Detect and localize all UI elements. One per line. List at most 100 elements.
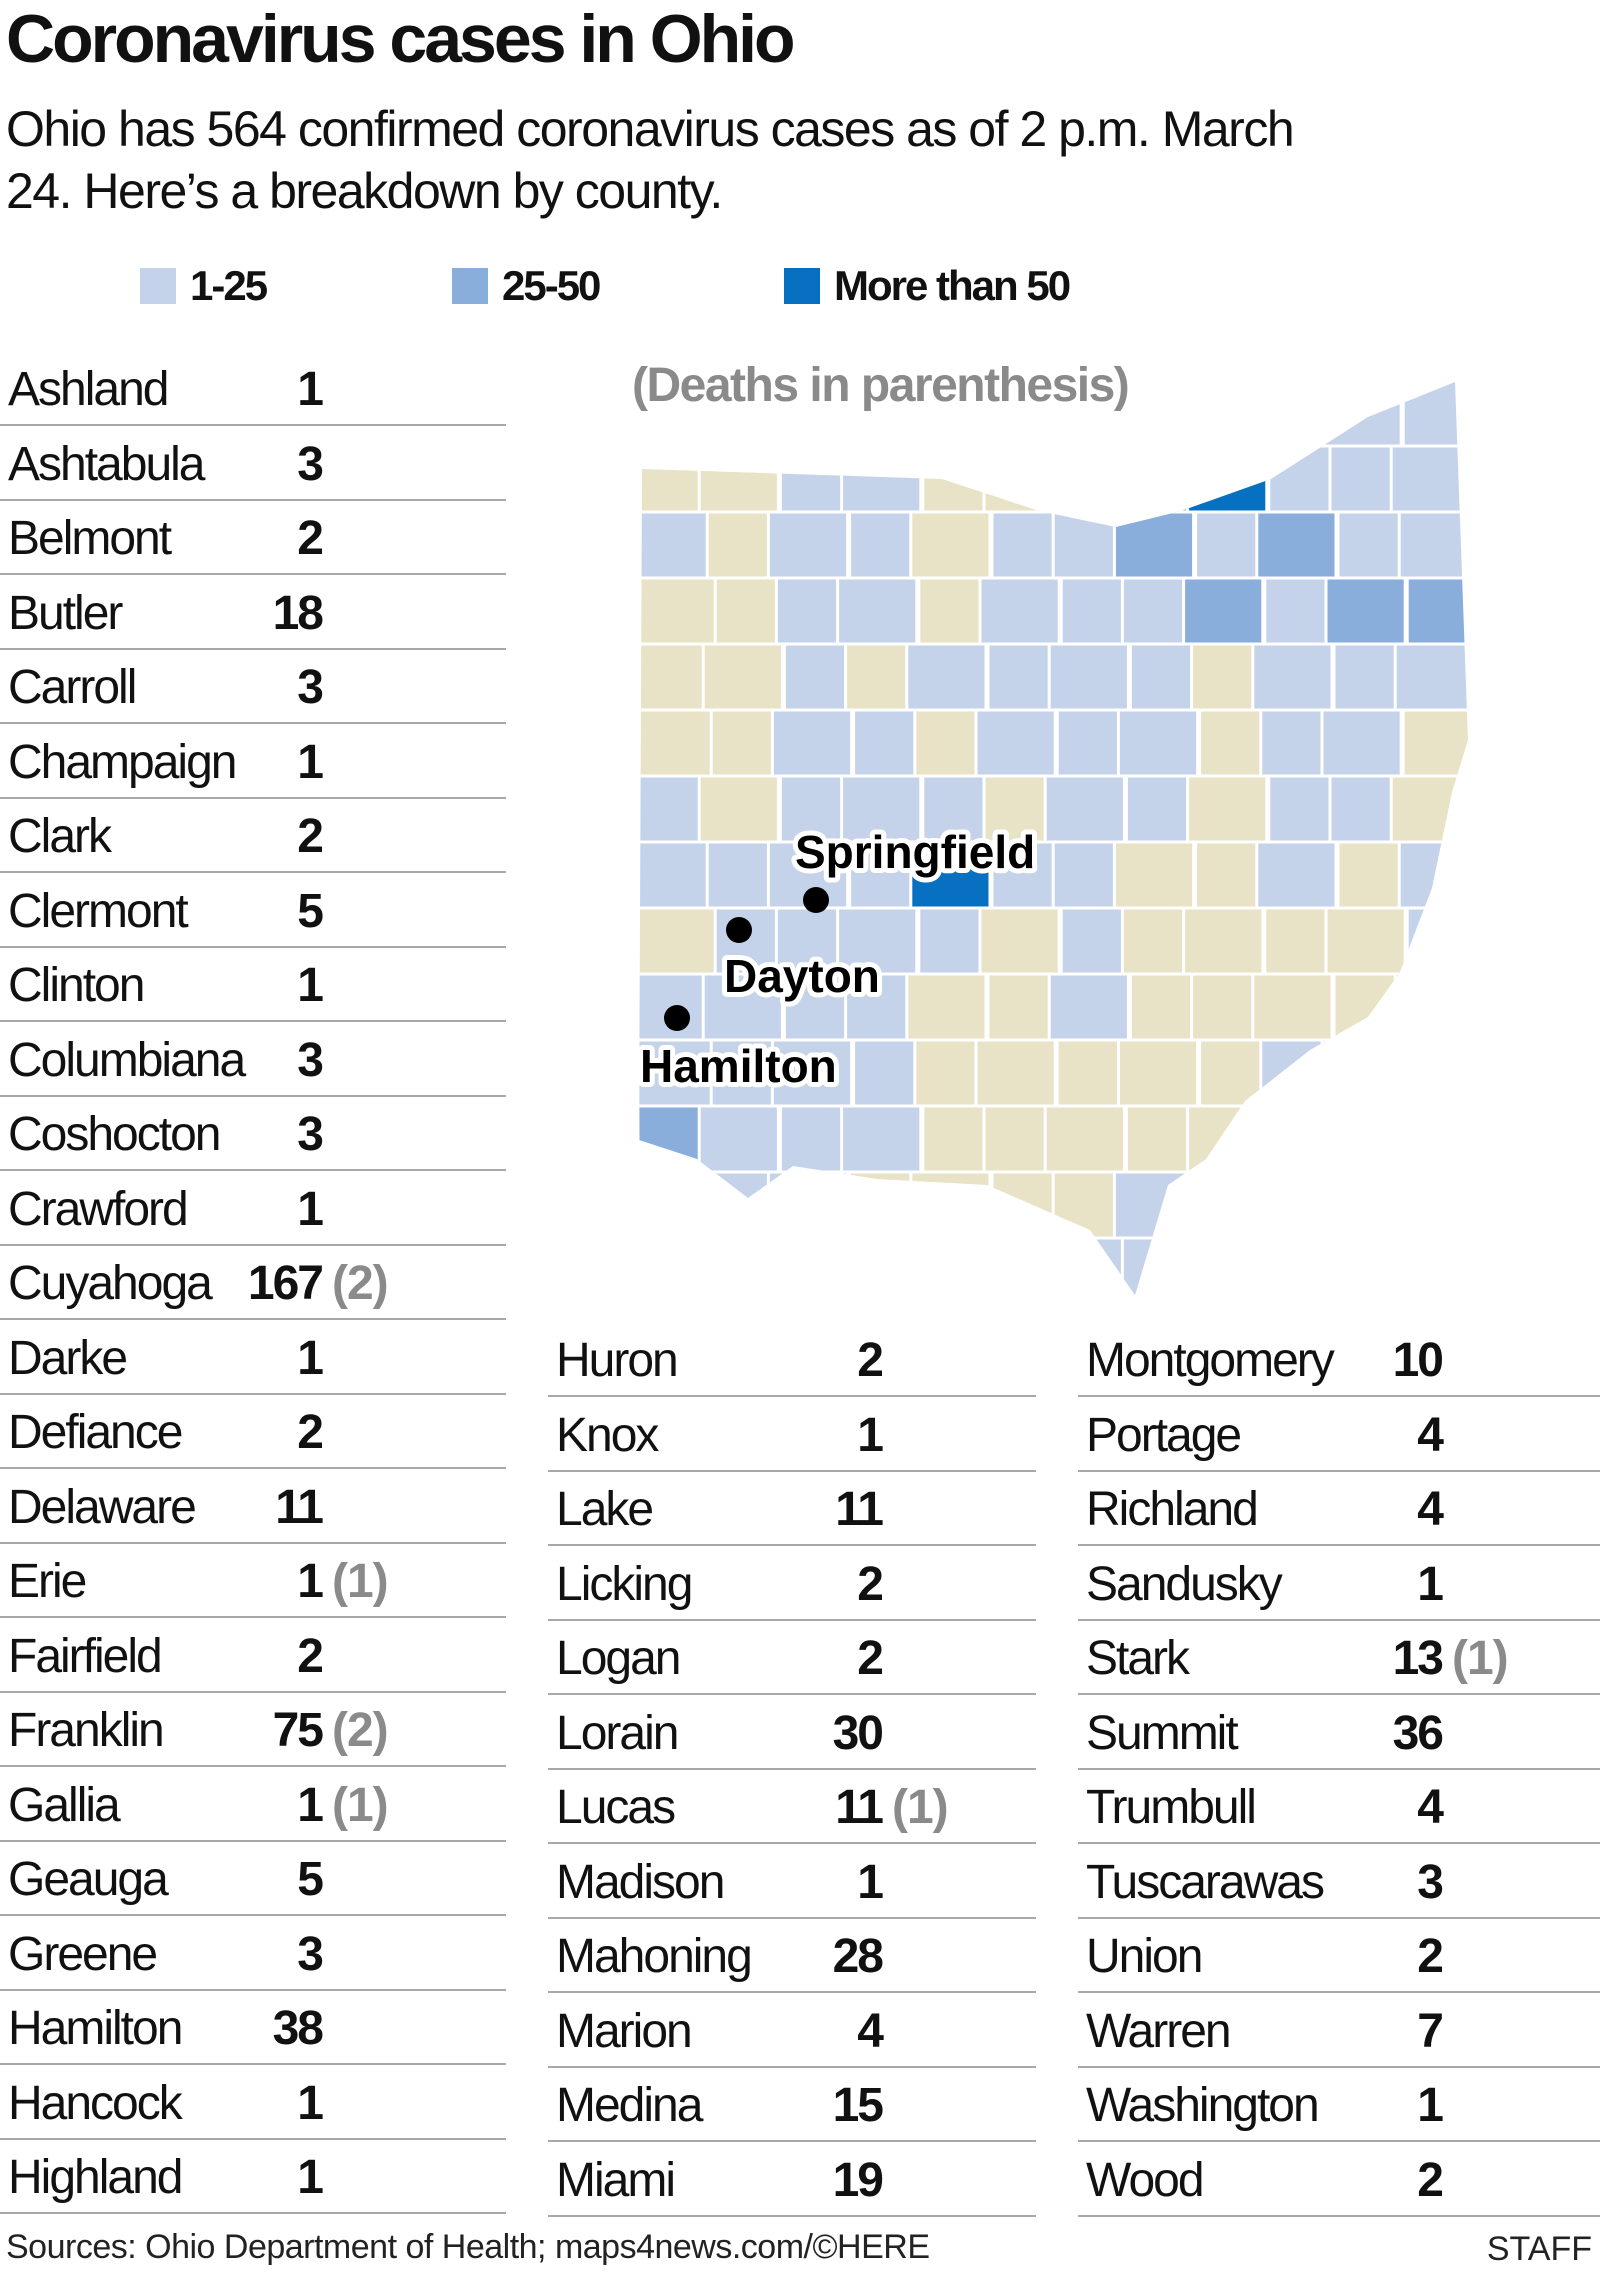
county-shape	[1324, 906, 1407, 976]
case-count: 1	[297, 1182, 324, 1236]
county-name: Fairfield	[8, 1629, 163, 1683]
county-shape	[1397, 1170, 1468, 1240]
county-name: Mahoning	[556, 1930, 753, 1983]
county-shape	[774, 1236, 858, 1295]
county-shape	[697, 1104, 780, 1174]
case-count: 3	[297, 1108, 324, 1161]
county-shape	[639, 708, 719, 778]
county-row: Belmont 2	[0, 501, 506, 575]
county-shape	[978, 1236, 1061, 1295]
case-count: 1	[297, 363, 324, 416]
county-shape	[1332, 972, 1415, 1042]
county-shape	[1124, 444, 1208, 514]
death-count: (1)	[332, 1555, 389, 1608]
county-shape	[713, 1236, 796, 1295]
case-count: 4	[1417, 1408, 1444, 1462]
county-row: Columbiana 3	[0, 1023, 506, 1097]
county-row: Lake 11	[548, 1472, 1036, 1546]
case-count: 2	[297, 1406, 324, 1459]
county-name: Tuscarawas	[1086, 1855, 1325, 1909]
city-label-springfield: Springfield	[795, 826, 1035, 878]
county-row: Clermont 5	[0, 874, 506, 948]
case-count: 5	[297, 1853, 324, 1906]
county-row: Champaign 1	[0, 725, 506, 799]
county-name: Huron	[556, 1334, 679, 1387]
county-shape	[1389, 1104, 1468, 1174]
case-count: 1	[297, 1555, 324, 1608]
county-shape	[705, 1170, 788, 1240]
case-count: 10	[1392, 1334, 1444, 1387]
case-count: 2	[857, 1334, 884, 1387]
county-name: Champaign	[8, 735, 237, 789]
county-name: Defiance	[8, 1406, 183, 1459]
county-row: Hamilton 38	[0, 1991, 506, 2065]
county-shape	[1182, 1236, 1265, 1295]
county-shape	[1259, 1038, 1342, 1108]
county-name: Clinton	[8, 959, 145, 1012]
county-name: Clark	[8, 810, 112, 863]
case-count: 3	[1417, 1855, 1444, 1909]
ohio-county-map: Springfield Dayton Hamilton	[639, 382, 1468, 1295]
death-count: (2)	[332, 1704, 389, 1757]
case-count: 13	[1392, 1632, 1444, 1685]
case-count: 2	[1417, 2153, 1444, 2207]
county-shape	[1255, 510, 1338, 580]
county-shape	[1401, 1038, 1468, 1108]
death-count: (1)	[1452, 1632, 1509, 1685]
county-shape	[978, 906, 1061, 976]
case-count: 1	[297, 2076, 324, 2130]
legend-item-more-than-50: More than 50	[784, 262, 1071, 310]
county-shape	[1043, 1104, 1126, 1174]
county-shape	[1259, 382, 1342, 448]
county-shape	[840, 1104, 923, 1174]
county-name: Delaware	[8, 1480, 197, 1534]
county-name: Washington	[1086, 2079, 1320, 2132]
county-shape	[1389, 774, 1468, 844]
county-row: Clinton 1	[0, 948, 506, 1022]
county-shape	[978, 576, 1061, 646]
legend-swatch	[784, 268, 820, 304]
case-count: 1	[857, 1408, 884, 1462]
county-shape	[1397, 840, 1468, 910]
county-row: Medina 15	[548, 2068, 1036, 2142]
case-count: 7	[1417, 2004, 1444, 2058]
county-row: Portage 4	[1078, 1398, 1600, 1472]
county-shape	[1320, 382, 1403, 448]
county-name: Cuyahoga	[8, 1257, 213, 1310]
county-shape	[905, 972, 988, 1042]
case-count: 38	[272, 2002, 324, 2055]
county-name: Crawford	[8, 1182, 189, 1236]
legend-swatch	[452, 268, 488, 304]
case-count: 1	[297, 1331, 324, 1385]
legend-item-1-25: 1-25	[140, 262, 268, 310]
legend-label: 25-50	[502, 262, 601, 309]
county-name: Richland	[1086, 1483, 1259, 1536]
county-name: Lucas	[556, 1781, 676, 1834]
county-shape	[639, 906, 719, 976]
county-row: Darke 1	[0, 1321, 506, 1395]
county-shape	[1336, 1170, 1419, 1240]
county-shape	[1194, 1170, 1277, 1240]
case-count: 2	[857, 1632, 884, 1685]
county-name: Licking	[556, 1557, 693, 1611]
case-count: 2	[297, 810, 324, 863]
county-row: Licking 2	[548, 1547, 1036, 1621]
county-name: Stark	[1086, 1632, 1190, 1685]
county-shape	[840, 444, 923, 514]
county-row: Highland 1	[0, 2140, 506, 2214]
case-count: 30	[832, 1706, 884, 1760]
county-shape	[639, 1236, 719, 1295]
county-name: Montgomery	[1086, 1334, 1335, 1387]
city-label-hamilton: Hamilton	[640, 1040, 837, 1092]
county-name: Summit	[1086, 1706, 1239, 1760]
county-shape	[1393, 972, 1468, 1042]
case-count: 4	[1417, 1483, 1444, 1536]
county-row: Trumbull 4	[1078, 1770, 1600, 1844]
legend-item-25-50: 25-50	[452, 262, 601, 310]
county-row: Warren 7	[1078, 1994, 1600, 2068]
county-name: Ashtabula	[8, 437, 205, 491]
case-count: 19	[832, 2153, 884, 2207]
county-row: Coshocton 3	[0, 1097, 506, 1171]
case-count: 11	[275, 1480, 324, 1534]
county-shape	[974, 708, 1057, 778]
